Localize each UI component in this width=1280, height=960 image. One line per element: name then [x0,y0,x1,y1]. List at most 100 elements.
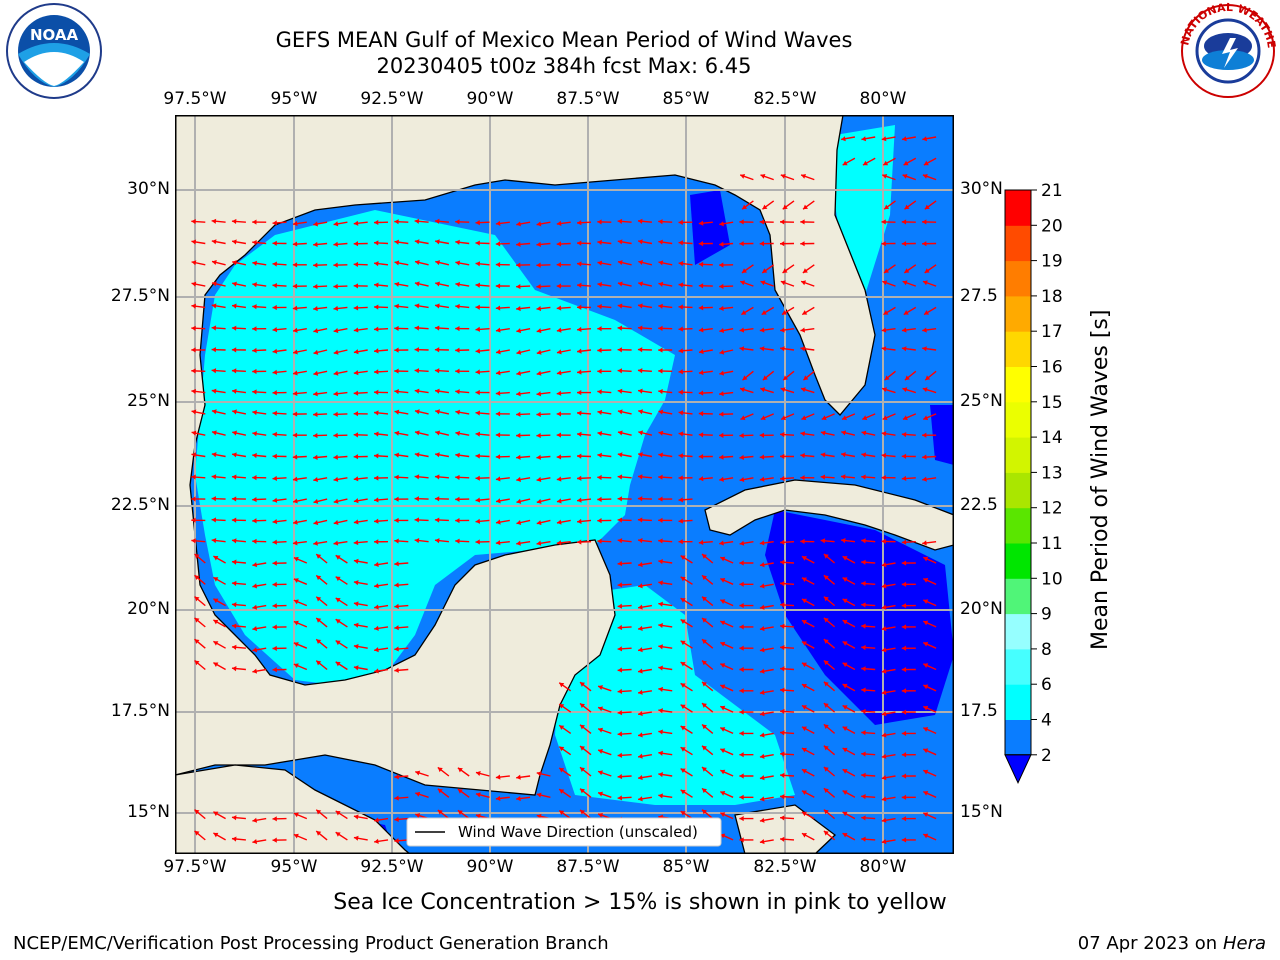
wind-arrow [842,157,856,166]
wind-arrow [821,413,835,421]
wind-arrow [759,454,774,460]
wind-arrow [272,304,287,311]
wind-arrow [333,241,348,247]
wind-arrow [680,555,693,564]
wind-arrow [780,327,795,333]
wind-arrow [292,498,307,504]
wind-arrow [556,262,571,268]
wind-arrow [211,368,226,374]
wind-arrow [394,561,409,567]
wind-arrow [353,644,368,650]
wind-arrow [455,239,470,245]
wind-arrow [597,791,612,798]
wind-arrow [719,454,734,460]
wind-arrow [374,817,389,823]
wind-arrow [313,241,328,247]
wind-arrow [842,832,856,841]
wind-arrow [353,622,368,628]
wind-arrow [658,538,673,544]
colorbar: 2 4 6 8 9 10 11 12 13 14 15 16 17 18 19 20 21 Mean Perio… [1004,181,1113,784]
wind-arrow [739,241,754,247]
wind-arrow [678,304,693,310]
wind-arrow [455,474,470,480]
wind-arrow [414,260,429,266]
wind-arrow [232,281,247,287]
wind-arrow [213,811,226,820]
wind-arrow [252,475,267,481]
wind-arrow [495,454,510,460]
wind-arrow [802,370,815,381]
wind-arrow [194,617,206,628]
wind-arrow [658,772,673,778]
wind-arrow [903,306,917,316]
wind-arrow [719,370,734,376]
wind-arrow [881,668,896,674]
wind-arrow [335,576,348,585]
wind-arrow [779,475,795,482]
wind-arrow [637,368,652,374]
wind-arrow [759,689,774,696]
wind-arrow [823,638,836,649]
wind-arrow [922,540,937,546]
wind-arrow [536,792,551,798]
wind-arrow [394,409,409,415]
wind-arrow [701,809,714,820]
wind-arrow [313,221,328,227]
wind-arrow [231,325,246,331]
wind-arrow [191,388,206,394]
wind-arrow [516,370,531,376]
wind-arrow [313,540,328,546]
wind-arrow [435,260,450,266]
lon-top-5: 85°W [662,89,710,109]
wind-arrow [741,264,754,274]
wind-arrow [881,136,896,142]
wind-arrow [292,411,307,417]
wind-arrow [252,260,267,266]
wind-arrow [759,432,774,438]
wind-arrow [759,796,774,802]
wind-arrow [658,474,673,480]
wind-arrow [901,730,916,737]
wind-arrow [617,795,632,801]
wind-arrow [536,262,551,268]
wind-arrow [924,264,937,274]
wind-arrow [353,519,368,525]
lat-right-4: 20°N [960,599,1003,619]
wind-arrow [213,640,226,649]
wind-arrow [720,812,734,820]
lat-left-4: 20°N [127,599,170,619]
wind-arrow [779,708,795,715]
wind-arrow [840,136,856,142]
wind-arrow [353,454,368,460]
wind-arrow [434,388,449,394]
wind-arrow [680,661,693,671]
colorbar-cell [1005,260,1031,297]
wind-arrow [800,538,815,545]
wind-arrow [231,602,246,608]
wind-arrow [333,498,348,504]
wind-arrow [475,792,490,798]
wind-arrow [782,370,795,381]
wind-arrow [231,580,246,586]
wind-arrow [292,283,307,289]
colorbar-tick-label: 10 [1041,569,1063,589]
lon-top-2: 92.5°W [360,89,424,109]
wind-arrow [720,790,734,798]
wind-arrow [861,623,876,629]
wind-arrow [617,409,632,415]
colorbar-cell [1005,684,1031,720]
wind-arrow [414,452,429,458]
wind-arrow [823,809,836,820]
wind-arrow [720,727,734,735]
wind-arrow [576,326,592,333]
wind-arrow [658,347,673,353]
wind-arrow [701,660,714,671]
wind-arrow [901,688,916,694]
wind-arrow [536,349,551,355]
wind-arrow [495,349,510,355]
wind-arrow [455,517,470,524]
wind-arrow [556,432,571,438]
wind-arrow [414,474,429,480]
wind-arrow [739,280,754,287]
wind-arrow [556,454,571,460]
